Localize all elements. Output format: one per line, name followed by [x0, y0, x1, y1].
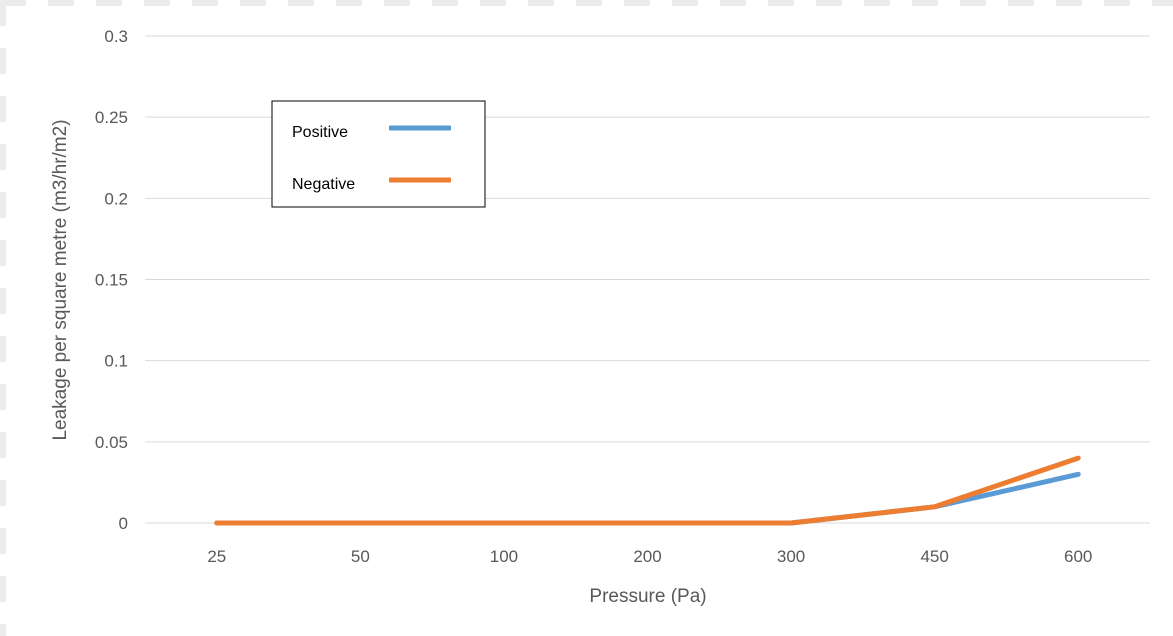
page-edge-left — [0, 0, 6, 636]
y-axis-title: Leakage per square metre (m3/hr/m2) — [50, 119, 71, 440]
y-tick-label: 0.05 — [95, 433, 128, 452]
y-tick-label: 0.3 — [104, 27, 128, 46]
legend-box — [271, 100, 486, 208]
series-line-positive — [214, 471, 1081, 526]
x-tick-label: 300 — [777, 547, 805, 566]
legend-label-positive: Positive — [292, 124, 348, 141]
y-tick-label: 0.25 — [95, 108, 128, 127]
x-tick-label: 50 — [351, 547, 370, 566]
x-tick-label: 600 — [1064, 547, 1092, 566]
y-tick-label: 0 — [119, 514, 128, 533]
y-tick-label: 0.15 — [95, 271, 128, 290]
x-axis-ticks: 25 50 100 200 300 450 600 — [207, 547, 1092, 566]
legend: Positive Negative — [271, 100, 486, 208]
page-edge-top — [0, 0, 1173, 6]
y-tick-label: 0.2 — [104, 189, 128, 208]
y-tick-label: 0.1 — [104, 352, 128, 371]
x-tick-label: 100 — [490, 547, 518, 566]
legend-label-negative: Negative — [292, 176, 355, 193]
series-lines — [214, 455, 1081, 526]
series-line-negative — [214, 455, 1081, 526]
y-axis-ticks: 0 0.05 0.1 0.15 0.2 0.25 0.3 — [95, 27, 128, 533]
x-tick-label: 450 — [920, 547, 948, 566]
x-tick-label: 25 — [207, 547, 226, 566]
x-tick-label: 200 — [633, 547, 661, 566]
x-axis-title: Pressure (Pa) — [589, 586, 706, 607]
